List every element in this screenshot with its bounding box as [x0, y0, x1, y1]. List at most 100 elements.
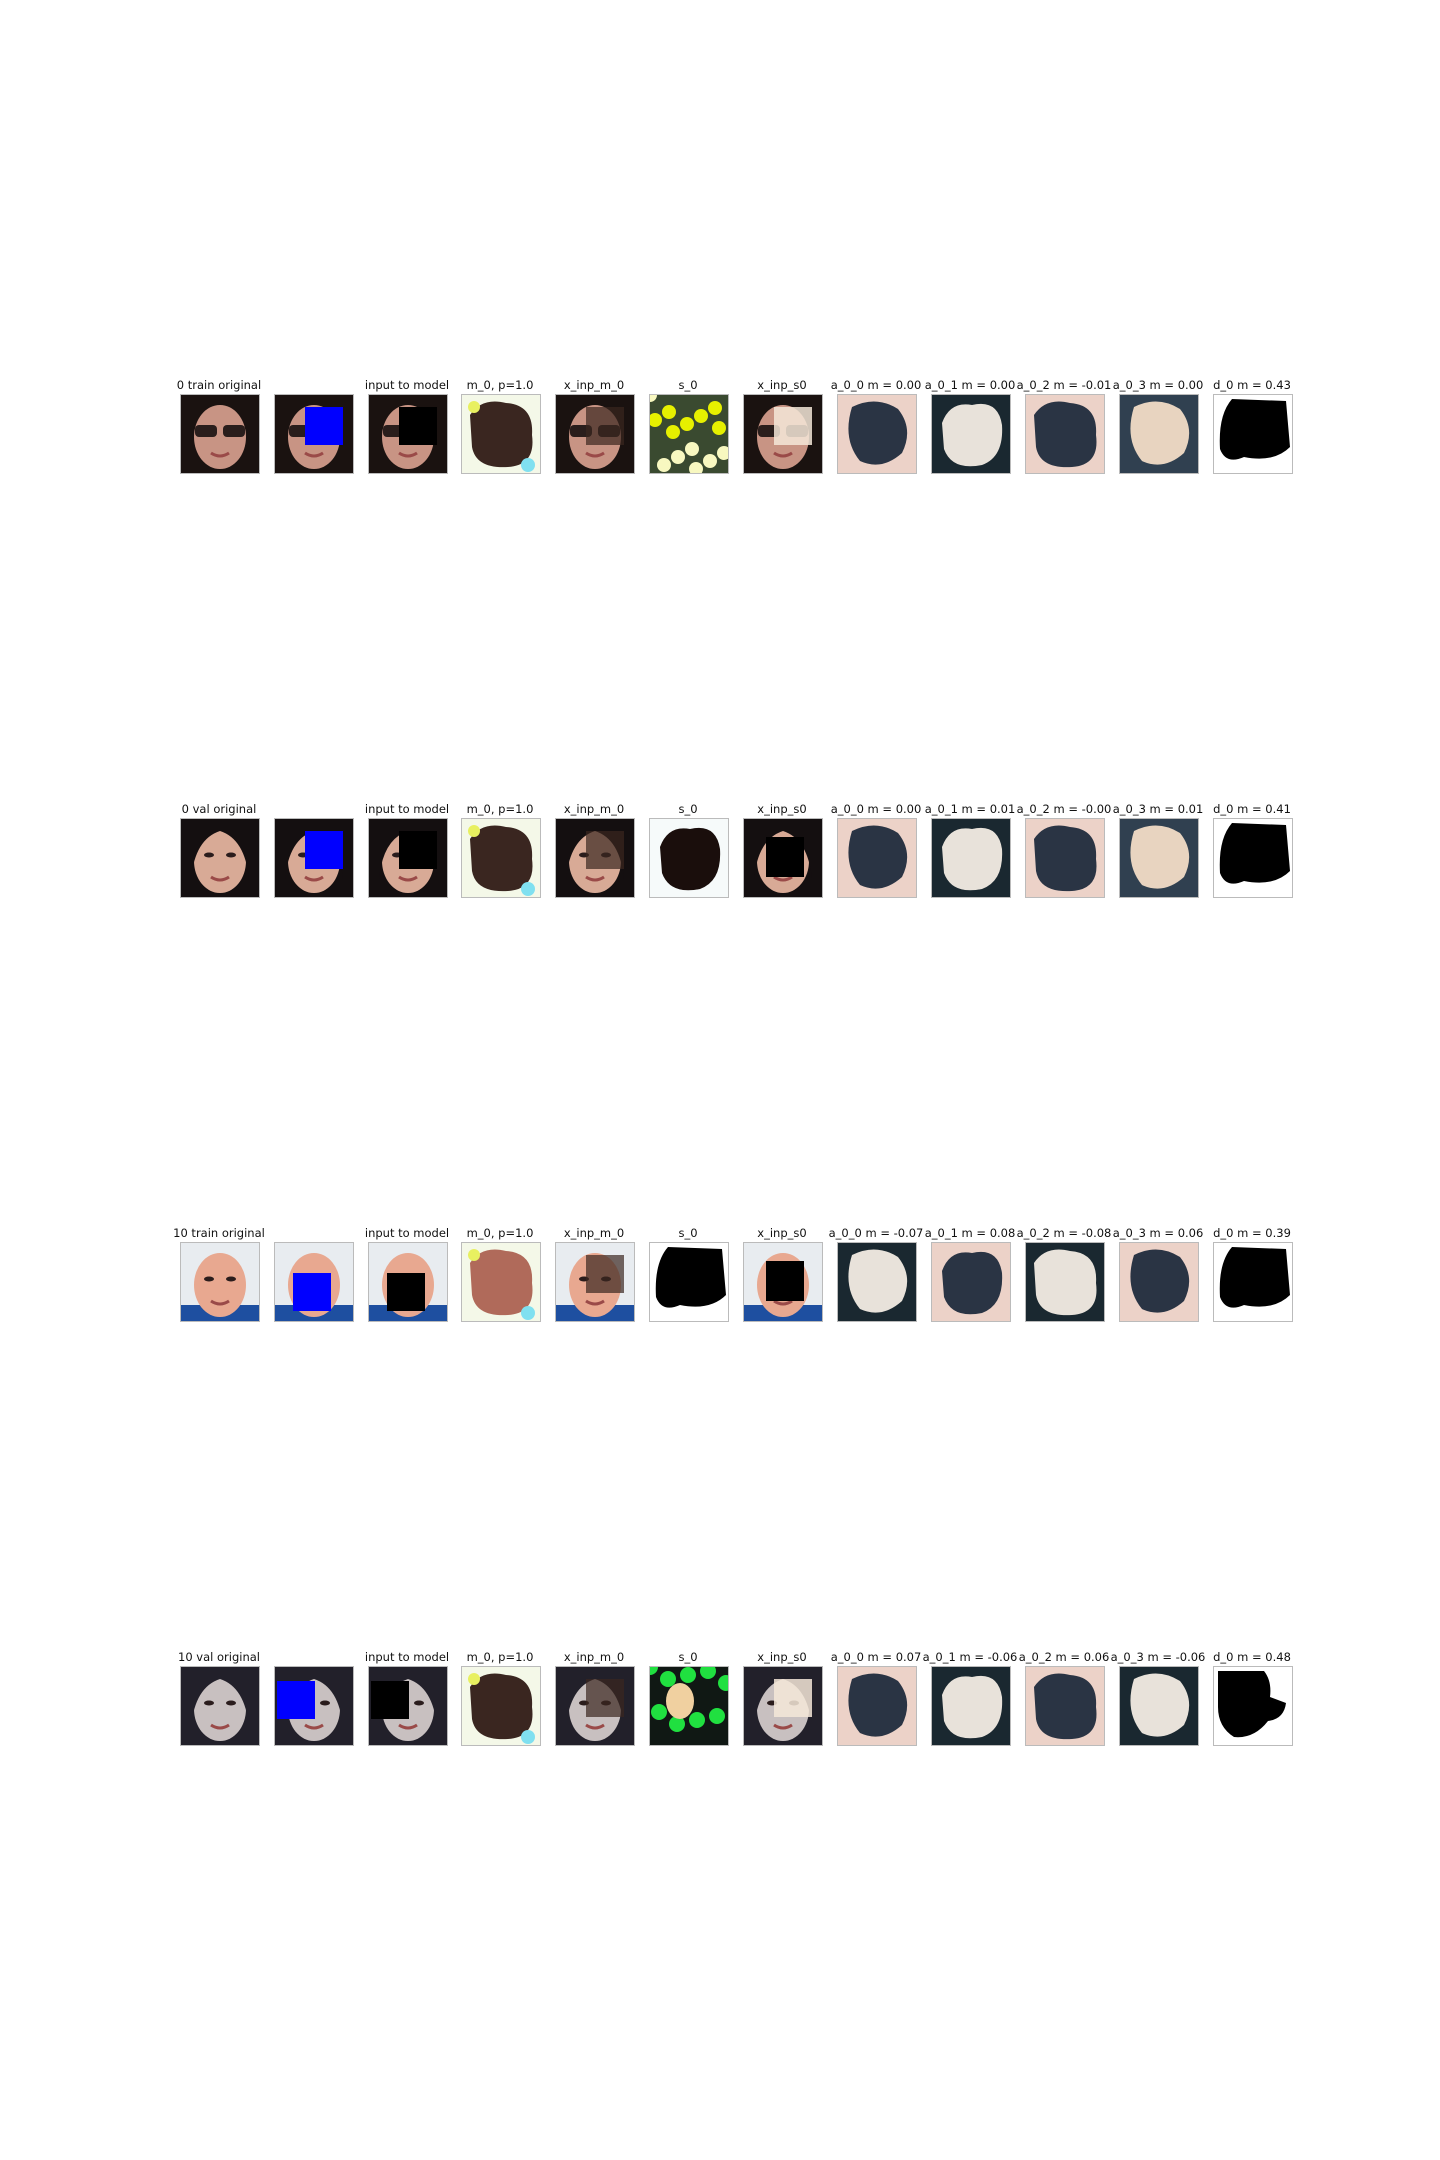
- panel-title: s_0: [678, 1650, 698, 1664]
- panel-title: input to model: [364, 1226, 450, 1240]
- panel-1-11: d_0 m = 0.41: [1205, 802, 1299, 912]
- panel-title: a_0_2 m = 0.06: [1018, 1650, 1110, 1664]
- panel-image: [649, 394, 729, 474]
- panel-image: [274, 394, 354, 474]
- panel-title: x_inp_m_0: [563, 1650, 625, 1664]
- figure-row-0: 0 train original input to model m_0, p=1.0…: [0, 378, 1440, 488]
- panel-image: [274, 1242, 354, 1322]
- panel-3-9: a_0_2 m = 0.06: [1017, 1650, 1111, 1760]
- panel-title: a_0_0 m = 0.00: [830, 802, 922, 816]
- panel-image: [180, 1242, 260, 1322]
- panel-image: [1025, 1666, 1105, 1746]
- panel-3-4: x_inp_m_0: [547, 1650, 641, 1760]
- panel-image: [1213, 1242, 1293, 1322]
- panel-1-9: a_0_2 m = -0.00: [1017, 802, 1111, 912]
- panel-title: x_inp_m_0: [563, 802, 625, 816]
- panel-image: [461, 1666, 541, 1746]
- panel-0-0: 0 train original: [172, 378, 266, 488]
- panel-1-3: m_0, p=1.0: [453, 802, 547, 912]
- panel-3-3: m_0, p=1.0: [453, 1650, 547, 1760]
- panel-3-7: a_0_0 m = 0.07: [829, 1650, 923, 1760]
- panel-0-8: a_0_1 m = 0.00: [923, 378, 1017, 488]
- panel-0-2: input to model: [360, 378, 454, 488]
- panel-0-9: a_0_2 m = -0.01: [1017, 378, 1111, 488]
- panel-image: [1213, 394, 1293, 474]
- panel-image: [1119, 1242, 1199, 1322]
- panel-image: [1119, 1666, 1199, 1746]
- panel-1-10: a_0_3 m = 0.01: [1111, 802, 1205, 912]
- figure-row-3: 10 val original input to model m_0, p=1.0 x…: [0, 1650, 1440, 1760]
- panel-2-4: x_inp_m_0: [547, 1226, 641, 1336]
- panel-image: [368, 1666, 448, 1746]
- panel-title: d_0 m = 0.39: [1213, 1226, 1291, 1240]
- panel-2-11: d_0 m = 0.39: [1205, 1226, 1299, 1336]
- panel-0-1: [266, 378, 360, 488]
- panel-title: s_0: [678, 1226, 698, 1240]
- panel-title: a_0_2 m = -0.01: [1016, 378, 1112, 392]
- panel-image: [555, 1666, 635, 1746]
- panel-1-4: x_inp_m_0: [547, 802, 641, 912]
- panel-0-5: s_0: [641, 378, 735, 488]
- panel-3-11: d_0 m = 0.48: [1205, 1650, 1299, 1760]
- panel-title: x_inp_s0: [757, 378, 807, 392]
- panel-image: [461, 394, 541, 474]
- panel-3-5: s_0: [641, 1650, 735, 1760]
- panel-title: 0 train original: [176, 378, 262, 392]
- panel-image: [1025, 1242, 1105, 1322]
- panel-title: a_0_3 m = 0.00: [1112, 378, 1204, 392]
- panel-title: s_0: [678, 802, 698, 816]
- panel-1-2: input to model: [360, 802, 454, 912]
- panel-title: a_0_3 m = 0.01: [1112, 802, 1204, 816]
- panel-title: 10 val original: [178, 1650, 260, 1664]
- panel-0-10: a_0_3 m = 0.00: [1111, 378, 1205, 488]
- panel-image: [1119, 818, 1199, 898]
- panel-1-0: 0 val original: [172, 802, 266, 912]
- panel-image: [649, 1242, 729, 1322]
- panel-2-10: a_0_3 m = 0.06: [1111, 1226, 1205, 1336]
- panel-image: [649, 1666, 729, 1746]
- panel-image: [1025, 818, 1105, 898]
- panel-title: a_0_2 m = -0.08: [1016, 1226, 1112, 1240]
- panel-1-1: [266, 802, 360, 912]
- panel-3-2: input to model: [360, 1650, 454, 1760]
- panel-image: [743, 818, 823, 898]
- panel-2-6: x_inp_s0: [735, 1226, 829, 1336]
- panel-image: [931, 1666, 1011, 1746]
- panel-0-4: x_inp_m_0: [547, 378, 641, 488]
- panel-2-0: 10 train original: [172, 1226, 266, 1336]
- panel-image: [743, 1666, 823, 1746]
- panel-title: s_0: [678, 378, 698, 392]
- panel-image: [931, 1242, 1011, 1322]
- panel-image: [837, 1242, 917, 1322]
- figure-row-2: 10 train original input to model m_0, p=1.…: [0, 1226, 1440, 1336]
- panel-image: [274, 818, 354, 898]
- panel-2-1: [266, 1226, 360, 1336]
- panel-image: [461, 1242, 541, 1322]
- panel-3-6: x_inp_s0: [735, 1650, 829, 1760]
- panel-image: [837, 1666, 917, 1746]
- panel-title: a_0_0 m = 0.07: [830, 1650, 922, 1664]
- panel-2-9: a_0_2 m = -0.08: [1017, 1226, 1111, 1336]
- panel-title: a_0_2 m = -0.00: [1016, 802, 1112, 816]
- panel-image: [931, 394, 1011, 474]
- figure-row-1: 0 val original input to model m_0, p=1.0 x_…: [0, 802, 1440, 912]
- panel-title: x_inp_s0: [757, 1226, 807, 1240]
- panel-title: x_inp_m_0: [563, 378, 625, 392]
- panel-title: 0 val original: [181, 802, 257, 816]
- panel-2-8: a_0_1 m = 0.08: [923, 1226, 1017, 1336]
- panel-2-5: s_0: [641, 1226, 735, 1336]
- panel-title: d_0 m = 0.43: [1213, 378, 1291, 392]
- panel-image: [555, 1242, 635, 1322]
- panel-title: m_0, p=1.0: [466, 1650, 534, 1664]
- panel-image: [368, 818, 448, 898]
- panel-image: [368, 1242, 448, 1322]
- panel-title: d_0 m = 0.41: [1213, 802, 1291, 816]
- panel-image: [1119, 394, 1199, 474]
- panel-3-10: a_0_3 m = -0.06: [1111, 1650, 1205, 1760]
- panel-image: [180, 1666, 260, 1746]
- panel-3-0: 10 val original: [172, 1650, 266, 1760]
- panel-3-1: [266, 1650, 360, 1760]
- panel-title: d_0 m = 0.48: [1213, 1650, 1291, 1664]
- panel-title: x_inp_s0: [757, 1650, 807, 1664]
